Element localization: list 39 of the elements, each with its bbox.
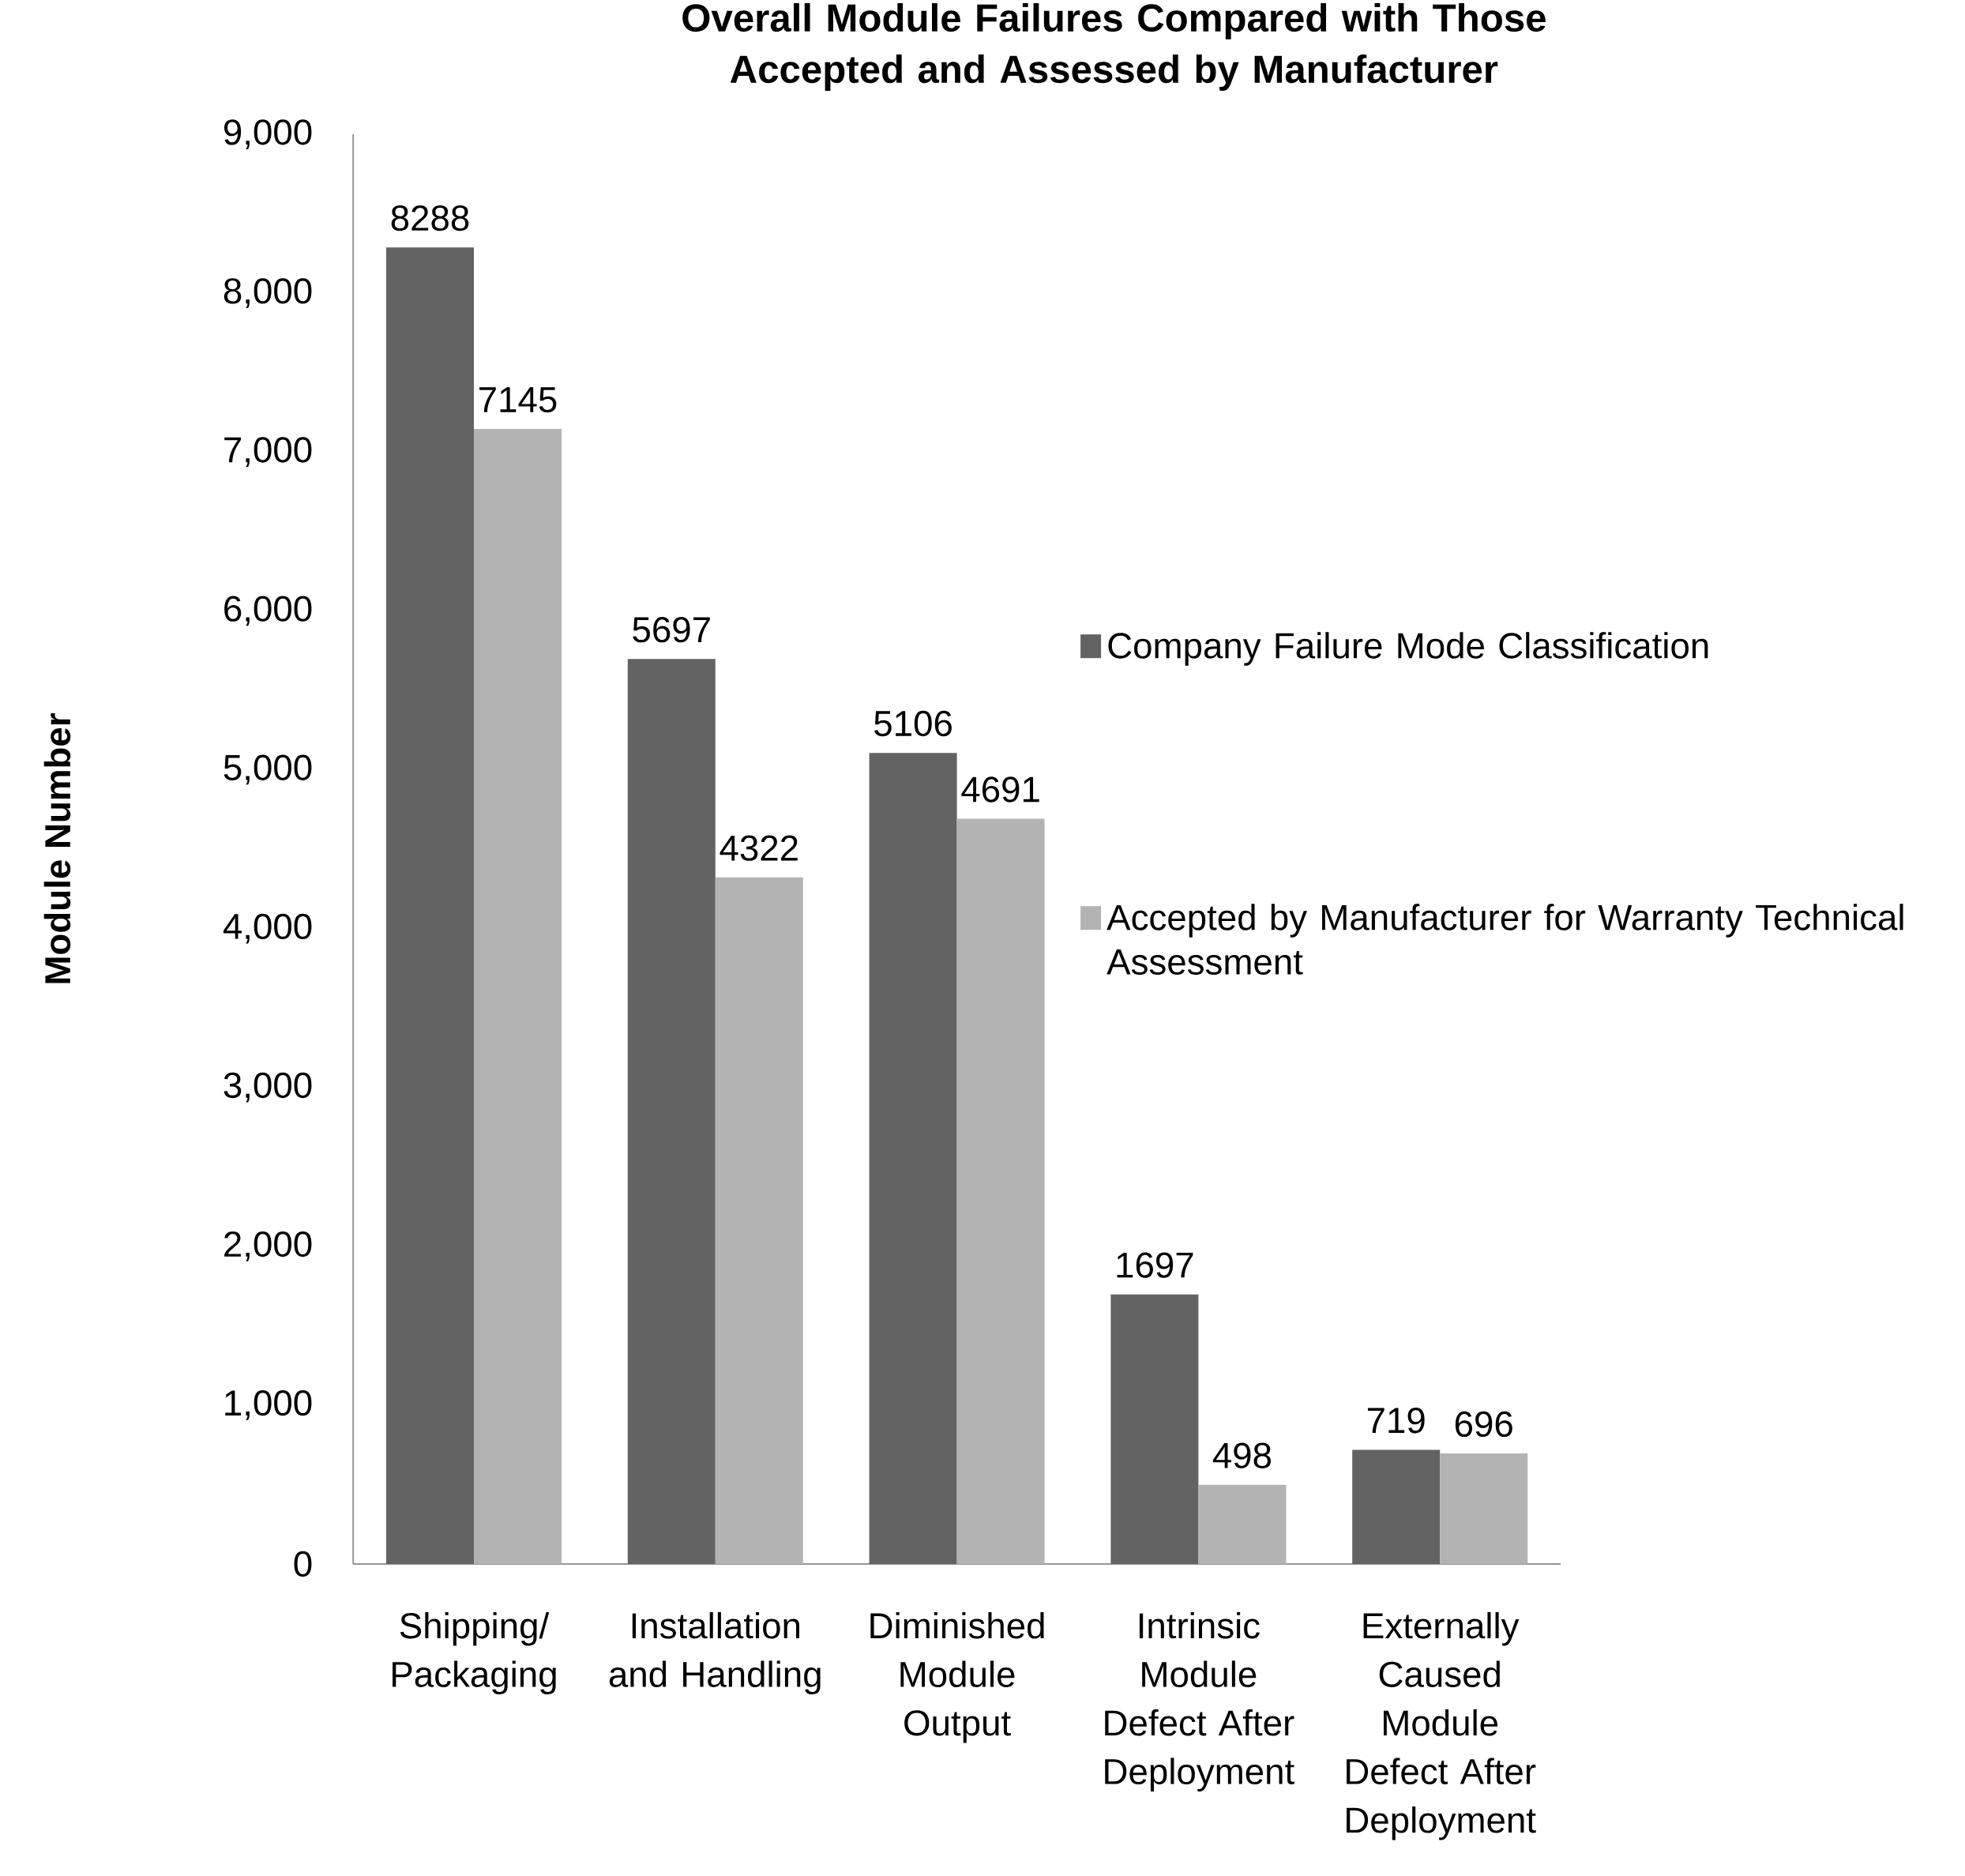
x-tick-label: Externally Caused Module Defect After Deployment xyxy=(1347,1611,1536,1840)
bar xyxy=(715,877,803,1564)
data-label: 696 xyxy=(1455,1411,1512,1438)
data-label: 719 xyxy=(1367,1408,1425,1434)
bar xyxy=(956,818,1045,1564)
y-tick-label: 2,000 xyxy=(224,1231,312,1261)
bar xyxy=(627,659,716,1564)
bar xyxy=(1440,1453,1528,1564)
x-tick-label: Shipping/ Packaging xyxy=(393,1611,556,1695)
bar xyxy=(1198,1484,1287,1564)
y-axis-title: Module Number xyxy=(43,713,71,983)
bar xyxy=(1352,1449,1441,1564)
chart-title: Overall Module Failures Compared with Those Accepted and Assessed by Manufacturer xyxy=(682,3,1546,91)
y-tick-label: 8,000 xyxy=(224,278,312,308)
data-label: 4322 xyxy=(719,835,798,861)
data-label: 7145 xyxy=(479,387,557,413)
y-tick-label: 6,000 xyxy=(224,596,312,626)
y-tick-label: 0 xyxy=(294,1551,312,1577)
data-label: 498 xyxy=(1212,1442,1272,1468)
data-label: 5106 xyxy=(874,710,952,737)
bar xyxy=(386,247,474,1564)
data-label: 5697 xyxy=(633,616,710,643)
y-tick-label: 3,000 xyxy=(224,1072,312,1103)
y-tick-label: 5,000 xyxy=(224,754,312,785)
x-tick-label: Intrinsic Module Defect After Deployment xyxy=(1105,1611,1294,1792)
legend-label: Company Failure Mode Classification xyxy=(1108,632,1708,666)
y-tick-label: 7,000 xyxy=(224,437,312,468)
legend-label: Accepted by Manufacturer for Warranty Technical Assessment xyxy=(1106,904,1903,975)
data-label: 1697 xyxy=(1117,1252,1193,1278)
x-tick-label: Diminished Module Output xyxy=(870,1611,1044,1743)
bar xyxy=(869,753,957,1564)
x-tick-label: Installation and Handling xyxy=(609,1611,821,1695)
data-label: 4691 xyxy=(961,776,1039,803)
y-tick-label: 1,000 xyxy=(225,1390,312,1420)
data-label: 8288 xyxy=(391,205,469,231)
bar xyxy=(1110,1294,1199,1564)
y-tick-label: 4,000 xyxy=(223,913,312,944)
y-tick-label: 9,000 xyxy=(224,119,312,149)
bar xyxy=(474,429,562,1564)
